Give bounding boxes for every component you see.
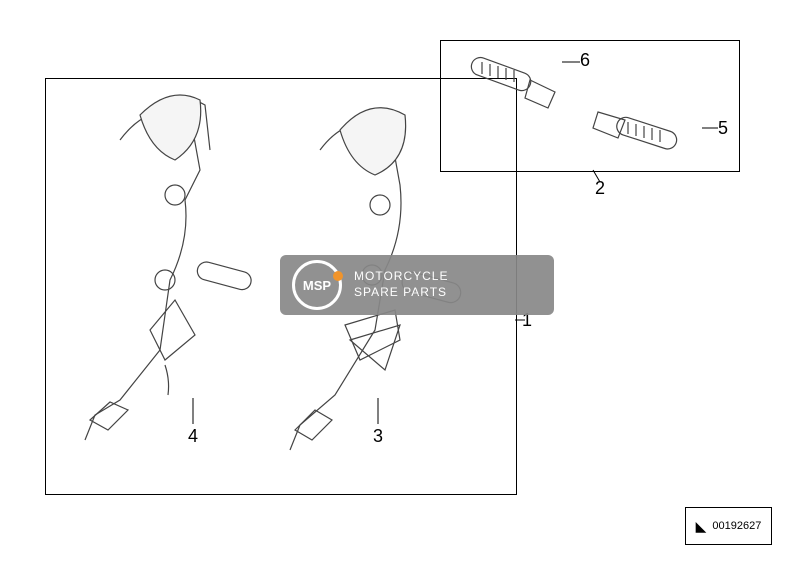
callout-4: 4 (188, 426, 198, 447)
watermark-line1: MOTORCYCLE (354, 269, 448, 285)
watermark-badge: MSP MOTORCYCLE SPARE PARTS (280, 255, 554, 315)
reference-box: ◣ 00192627 (685, 507, 772, 545)
reference-icon: ◣ (696, 518, 707, 535)
watermark-logo-icon: MSP (292, 260, 342, 310)
parts-diagram: 1 2 3 4 5 6 MSP MOTORCYCLE SPARE PARTS ◣… (0, 0, 800, 565)
callout-5: 5 (718, 118, 728, 139)
reference-number: 00192627 (712, 520, 761, 532)
watermark-logo-text: MSP (303, 278, 331, 293)
watermark-label: MOTORCYCLE SPARE PARTS (354, 269, 448, 300)
watermark-line2: SPARE PARTS (354, 285, 448, 301)
callout-6: 6 (580, 50, 590, 71)
callout-2: 2 (595, 178, 605, 199)
callout-3: 3 (373, 426, 383, 447)
